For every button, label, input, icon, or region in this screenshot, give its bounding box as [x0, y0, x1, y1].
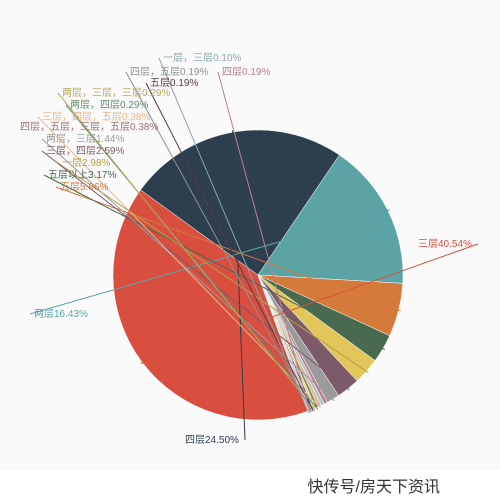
pie-slice-label: 四层0.19% — [222, 68, 270, 78]
pie-slice-label: 三层40.54% — [418, 240, 472, 250]
watermark-text: 快传号/房天下资讯 — [308, 473, 440, 497]
pie-slice-label: 三层，四层2.59% — [46, 147, 124, 157]
pie-slice-label: 五层5.96% — [60, 183, 108, 193]
pie-chart-container: 三层40.54% 四层24.50% 两层16.43% 五层5.96% 五层以上3.17%… — [0, 0, 500, 470]
pie-slice-label: 五层以上3.17% — [48, 171, 116, 181]
pie-slice-label: 两层，三层1.44% — [46, 135, 124, 145]
pie-slice-label: 两层16.43% — [34, 310, 88, 320]
pie-slice-label: 两层，四层0.29% — [70, 101, 148, 111]
pie-slice-label: 五层0.19% — [150, 79, 198, 89]
pie-slice-label: 一层2.98% — [62, 159, 110, 169]
pie-slice-label: 两层，三层，三层0.29% — [62, 89, 170, 99]
pie-slice-label: 四层，五层0.19% — [130, 68, 208, 78]
pie-slice-label: 四层，五层，三层，五层0.38% — [20, 123, 158, 133]
watermark-bar: 快传号/房天下资讯 — [0, 470, 500, 500]
pie-slice-label: 一层，三层0.10% — [163, 54, 241, 64]
pie-slice-label: 四层24.50% — [185, 436, 239, 446]
